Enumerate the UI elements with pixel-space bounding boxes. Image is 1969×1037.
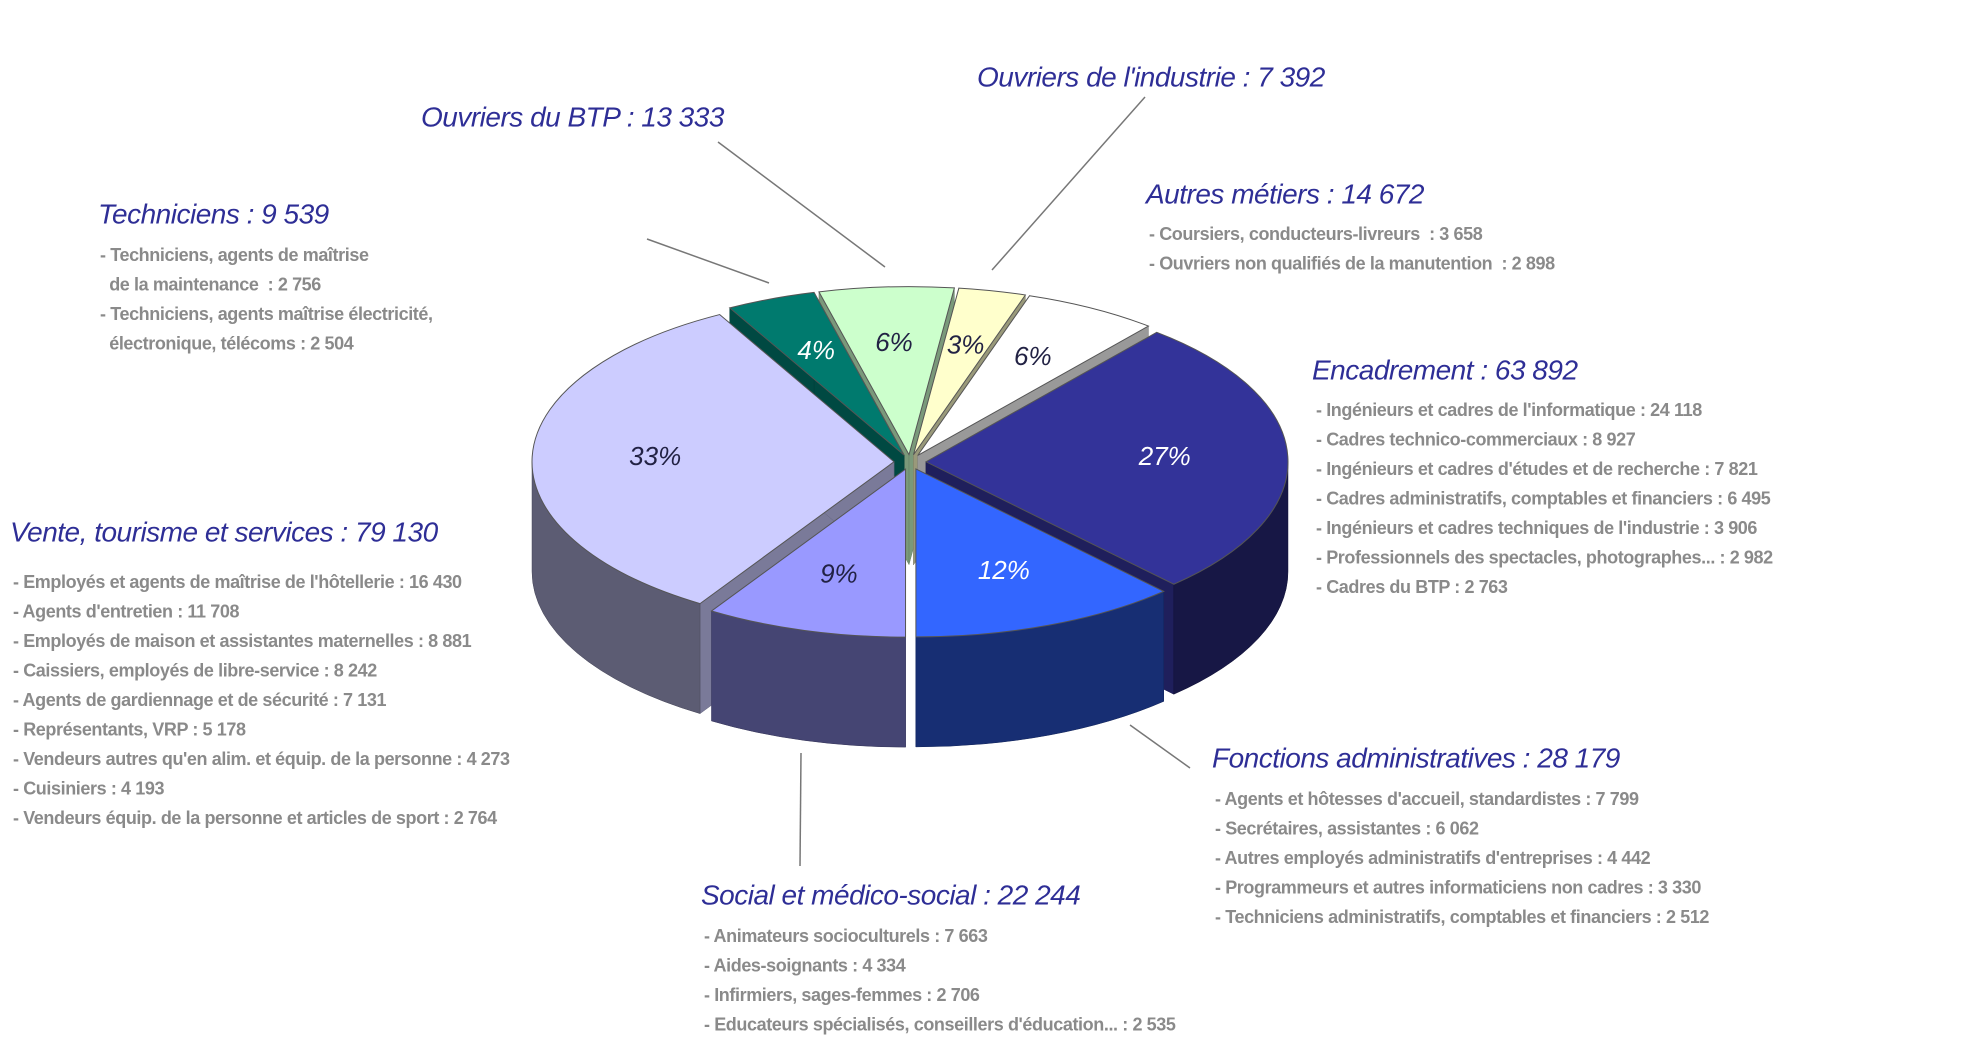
detail-line: - Agents de gardiennage et de sécurité :…	[13, 690, 386, 710]
detail-line: - Employés de maison et assistantes mate…	[13, 631, 472, 651]
category-title: Vente, tourisme et services : 79 130	[10, 516, 439, 547]
category-title: Social et médico-social : 22 244	[701, 879, 1080, 910]
detail-line: - Professionnels des spectacles, photogr…	[1316, 547, 1773, 567]
leader-line	[992, 97, 1145, 270]
detail-line: - Secrétaires, assistantes : 6 062	[1215, 818, 1479, 838]
detail-line: - Ingénieurs et cadres techniques de l'i…	[1316, 518, 1757, 538]
detail-line: - Employés et agents de maîtrise de l'hô…	[13, 572, 462, 592]
detail-line: - Cadres technico-commerciaux : 8 927	[1316, 429, 1636, 449]
detail-line: - Coursiers, conducteurs-livreurs : 3 65…	[1149, 224, 1483, 244]
detail-line: - Autres employés administratifs d'entre…	[1215, 848, 1651, 868]
detail-line: - Représentants, VRP : 5 178	[13, 719, 246, 739]
category-title: Encadrement : 63 892	[1312, 354, 1578, 385]
percent-label: 4%	[797, 335, 835, 365]
detail-line: - Techniciens, agents de maîtrise	[100, 245, 369, 265]
detail-line: - Ingénieurs et cadres d'études et de re…	[1316, 459, 1758, 479]
pie: 6% 3% 4% 6% 33% 27% 12% 9%	[532, 287, 1288, 748]
percent-label: 6%	[875, 327, 913, 357]
percent-label: 33%	[629, 441, 681, 471]
detail-line: - Vendeurs autres qu'en alim. et équip. …	[13, 749, 510, 769]
detail-line: - Cuisiniers : 4 193	[13, 778, 164, 798]
detail-line: - Techniciens administratifs, comptables…	[1215, 907, 1709, 927]
detail-line: - Aides-soignants : 4 334	[704, 955, 906, 975]
category-title: Autres métiers : 14 672	[1144, 178, 1425, 209]
percent-label: 27%	[1138, 441, 1191, 471]
percent-label: 12%	[978, 555, 1030, 585]
leader-line	[1130, 725, 1190, 768]
detail-line: - Ouvriers non qualifiés de la manutenti…	[1149, 253, 1555, 273]
percent-label: 9%	[820, 558, 858, 588]
category-title: Techniciens : 9 539	[98, 198, 329, 229]
category-title: Fonctions administratives : 28 179	[1212, 742, 1620, 773]
category-title: Ouvriers du BTP : 13 333	[421, 101, 725, 132]
chart: 6% 3% 4% 6% 33% 27% 12% 9% Techniciens : 9 539 -…	[0, 0, 1969, 1037]
detail-line: - Programmeurs et autres informaticiens …	[1215, 877, 1701, 897]
detail-line: - Cadres du BTP : 2 763	[1316, 577, 1508, 597]
leader-line	[800, 753, 801, 866]
detail-line: - Ingénieurs et cadres de l'informatique…	[1316, 400, 1702, 420]
detail-line: électronique, télécoms : 2 504	[100, 333, 354, 353]
detail-line: - Agents et hôtesses d'accueil, standard…	[1215, 789, 1639, 809]
leader-line	[647, 239, 769, 283]
detail-line: - Cadres administratifs, comptables et f…	[1316, 488, 1771, 508]
leader-line	[718, 142, 885, 267]
detail-line: - Techniciens, agents maîtrise électrici…	[100, 304, 433, 324]
percent-label: 6%	[1014, 341, 1052, 371]
percent-label: 3%	[947, 329, 985, 359]
detail-line: - Agents d'entretien : 11 708	[13, 601, 239, 621]
detail-line: - Vendeurs équip. de la personne et arti…	[13, 808, 497, 828]
category-title: Ouvriers de l'industrie : 7 392	[977, 61, 1326, 92]
detail-line: - Animateurs socioculturels : 7 663	[704, 926, 988, 946]
detail-line: de la maintenance : 2 756	[100, 274, 321, 294]
detail-line: - Caissiers, employés de libre-service :…	[13, 660, 377, 680]
detail-line: - Educateurs spécialisés, conseillers d'…	[704, 1014, 1176, 1034]
detail-line: - Infirmiers, sages-femmes : 2 706	[704, 985, 980, 1005]
